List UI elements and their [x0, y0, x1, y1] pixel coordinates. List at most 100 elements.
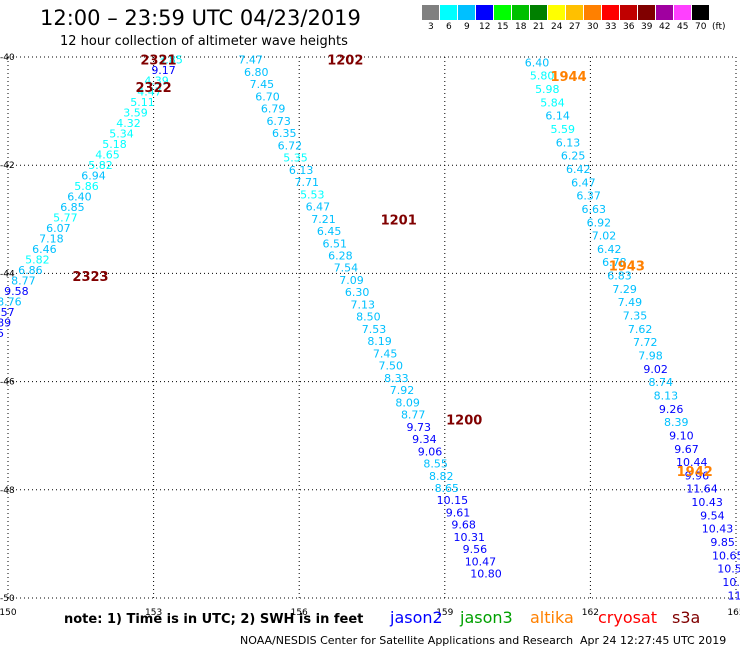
- satellite-legend-item: cryosat: [598, 608, 658, 627]
- legend-label: 27: [569, 22, 581, 32]
- wave-height-label: 10.45: [0, 327, 4, 340]
- wave-height-label: 5.34: [109, 127, 134, 140]
- wave-height-label: 5.84: [540, 96, 565, 109]
- wave-height-label: 6.42: [597, 243, 622, 256]
- wave-height-label: 8.77: [11, 275, 36, 288]
- legend-label: 45: [677, 22, 689, 32]
- wave-height-label: 9.67: [674, 443, 699, 456]
- wave-height-label: 6.40: [67, 190, 92, 203]
- wave-height-label: 9.85: [710, 536, 735, 549]
- satellite-legend-item: jason2: [390, 608, 443, 627]
- wave-height-label: 9.57: [0, 306, 15, 319]
- wave-height-label: 5.59: [551, 123, 576, 136]
- wave-height-label: 10.65: [712, 549, 740, 562]
- legend-swatch: [656, 5, 674, 20]
- wave-height-label: 6.14: [545, 110, 570, 123]
- wave-height-label: 6.30: [345, 286, 370, 299]
- wave-height-label: 6.28: [328, 249, 353, 262]
- wave-height-label: 5.18: [102, 138, 127, 151]
- legend-label: 21: [533, 22, 545, 32]
- wave-height-label: 6.13: [289, 164, 314, 177]
- y-tick-label: -42: [0, 161, 15, 171]
- footer-credit: NOAA/NESDIS Center for Satellite Applica…: [240, 634, 574, 647]
- wave-height-label: 8.55: [423, 458, 448, 471]
- wave-height-label: 7.72: [633, 336, 658, 349]
- wave-height-label: 9.26: [659, 403, 684, 416]
- wave-height-label: 6.07: [46, 222, 71, 235]
- legend-label: 3: [428, 22, 434, 32]
- wave-height-label: 7.62: [628, 323, 653, 336]
- legend-swatch: [494, 5, 512, 20]
- pass-time-label: 1943: [609, 259, 645, 274]
- wave-height-label: 10.44: [676, 456, 708, 469]
- color-legend-labels: 3 6 9 12 15 18 21 24 27 30 33 36 39 42 45 70 (ft): [422, 22, 740, 36]
- wave-height-label: 5.98: [535, 83, 560, 96]
- wave-height-label: 7.29: [612, 283, 637, 296]
- wave-height-label: 9.73: [407, 421, 432, 434]
- legend-label: 24: [551, 22, 563, 32]
- wave-height-label: 10.89: [0, 317, 11, 330]
- wave-height-label: 4.47: [137, 85, 162, 98]
- x-tick-label: 159: [436, 608, 453, 618]
- pass-time-label: 1202: [327, 54, 363, 69]
- wave-height-label: 6.40: [525, 56, 550, 69]
- wave-height-label: 6.94: [81, 169, 106, 182]
- wave-height-label: 10.47: [465, 555, 497, 568]
- pass-time-label: 1201: [381, 213, 417, 228]
- wave-height-label: 10.18: [722, 576, 740, 589]
- x-tick-label: 150: [0, 608, 17, 618]
- wave-height-label: 7.98: [638, 349, 663, 362]
- pass-time-label: 2321: [140, 54, 176, 69]
- wave-height-label: 8.65: [435, 482, 460, 495]
- wave-height-label: 6.47: [571, 176, 596, 189]
- wave-height-label: 11.64: [686, 483, 718, 496]
- legend-label: 70: [695, 22, 707, 32]
- wave-height-label: 3.59: [123, 106, 148, 119]
- legend-label: 36: [623, 22, 635, 32]
- satellite-legend-item: altika: [530, 608, 574, 627]
- legend-label: 30: [587, 22, 599, 32]
- wave-height-label: 8.50: [356, 311, 381, 324]
- chart-subtitle: 12 hour collection of altimeter wave hei…: [60, 34, 348, 49]
- legend-label: 6: [446, 22, 452, 32]
- wave-height-label: 9.68: [451, 519, 476, 532]
- wave-height-label: 10.31: [453, 531, 485, 544]
- wave-height-label: 9.61: [446, 506, 471, 519]
- pass-time-label: 1200: [446, 413, 482, 428]
- legend-swatch: [530, 5, 548, 20]
- wave-height-label: 5.53: [300, 188, 325, 201]
- wave-height-label: 7.71: [294, 176, 319, 189]
- legend-label: 42: [659, 22, 671, 32]
- footer-note: note: 1) Time is in UTC; 2) SWH is in fe…: [64, 612, 364, 627]
- wave-height-label: 9.10: [669, 429, 694, 442]
- wave-height-label: 9.34: [412, 433, 437, 446]
- legend-swatch: [440, 5, 458, 20]
- wave-height-label: 8.76: [0, 296, 22, 309]
- wave-height-label: 10.57: [717, 563, 740, 576]
- wave-height-label: 4.65: [95, 148, 120, 161]
- legend-swatch: [692, 5, 710, 20]
- wave-height-label: 5.86: [74, 180, 99, 193]
- y-tick-label: -48: [0, 486, 15, 496]
- wave-height-label: 6.46: [32, 243, 57, 256]
- wave-height-label: 6.86: [18, 264, 43, 277]
- wave-height-label: 6.13: [556, 136, 581, 149]
- wave-height-label: 7.21: [311, 213, 336, 226]
- legend-label: 18: [515, 22, 527, 32]
- wave-height-label: 6.72: [278, 139, 303, 152]
- wave-height-label: 7.49: [618, 296, 643, 309]
- wave-height-label: 6.92: [587, 216, 612, 229]
- y-tick-label: -46: [0, 378, 15, 388]
- chart-title: 12:00 – 23:59 UTC 04/23/2019: [40, 6, 361, 30]
- wave-height-label: 8.77: [401, 409, 426, 422]
- wave-height-label: 7.53: [362, 323, 387, 336]
- wave-height-label: 8.33: [384, 372, 409, 385]
- y-tick-label: -44: [0, 269, 15, 279]
- wave-height-label: 6.78: [602, 256, 627, 269]
- wave-height-label: 8.82: [429, 470, 454, 483]
- wave-height-label: 9.96: [685, 469, 710, 482]
- wave-height-label: 3.85: [158, 54, 183, 67]
- wave-height-label: 7.35: [623, 310, 648, 323]
- legend-label: 39: [641, 22, 653, 32]
